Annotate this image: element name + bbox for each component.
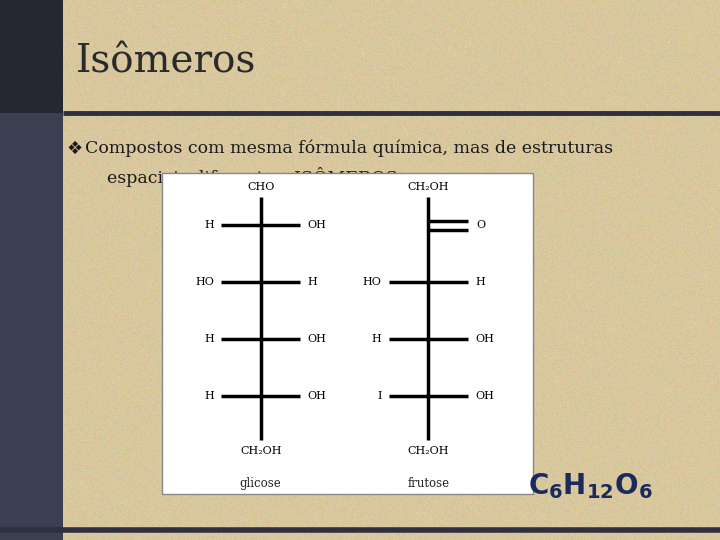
Text: Isômeros: Isômeros (76, 44, 256, 80)
Text: H: H (204, 334, 214, 344)
Text: espaciais diferentes: ISÔMEROS: espaciais diferentes: ISÔMEROS (107, 167, 397, 187)
Text: H: H (372, 334, 382, 344)
FancyBboxPatch shape (162, 173, 533, 494)
Text: OH: OH (307, 390, 326, 401)
Text: H: H (475, 277, 485, 287)
Text: frutose: frutose (408, 477, 449, 490)
Text: CH₂OH: CH₂OH (240, 446, 282, 456)
FancyBboxPatch shape (0, 0, 63, 540)
Text: H: H (307, 277, 318, 287)
Text: HO: HO (363, 277, 382, 287)
Text: ❖: ❖ (66, 139, 82, 158)
Text: $\mathbf{C_6H_{12}O_6}$: $\mathbf{C_6H_{12}O_6}$ (528, 471, 653, 501)
Text: O: O (477, 220, 486, 231)
Text: CH₂OH: CH₂OH (408, 446, 449, 456)
Text: H: H (204, 220, 214, 231)
Text: HO: HO (195, 277, 214, 287)
Text: I: I (377, 390, 382, 401)
Text: OH: OH (475, 390, 494, 401)
Text: CHO: CHO (247, 183, 274, 192)
Text: H: H (204, 390, 214, 401)
Text: OH: OH (475, 334, 494, 344)
Text: OH: OH (307, 220, 326, 231)
Text: OH: OH (307, 334, 326, 344)
FancyBboxPatch shape (0, 0, 63, 113)
Text: CH₂OH: CH₂OH (408, 183, 449, 192)
Text: glicose: glicose (240, 477, 282, 490)
Text: Compostos com mesma fórmula química, mas de estruturas: Compostos com mesma fórmula química, mas… (85, 140, 613, 157)
